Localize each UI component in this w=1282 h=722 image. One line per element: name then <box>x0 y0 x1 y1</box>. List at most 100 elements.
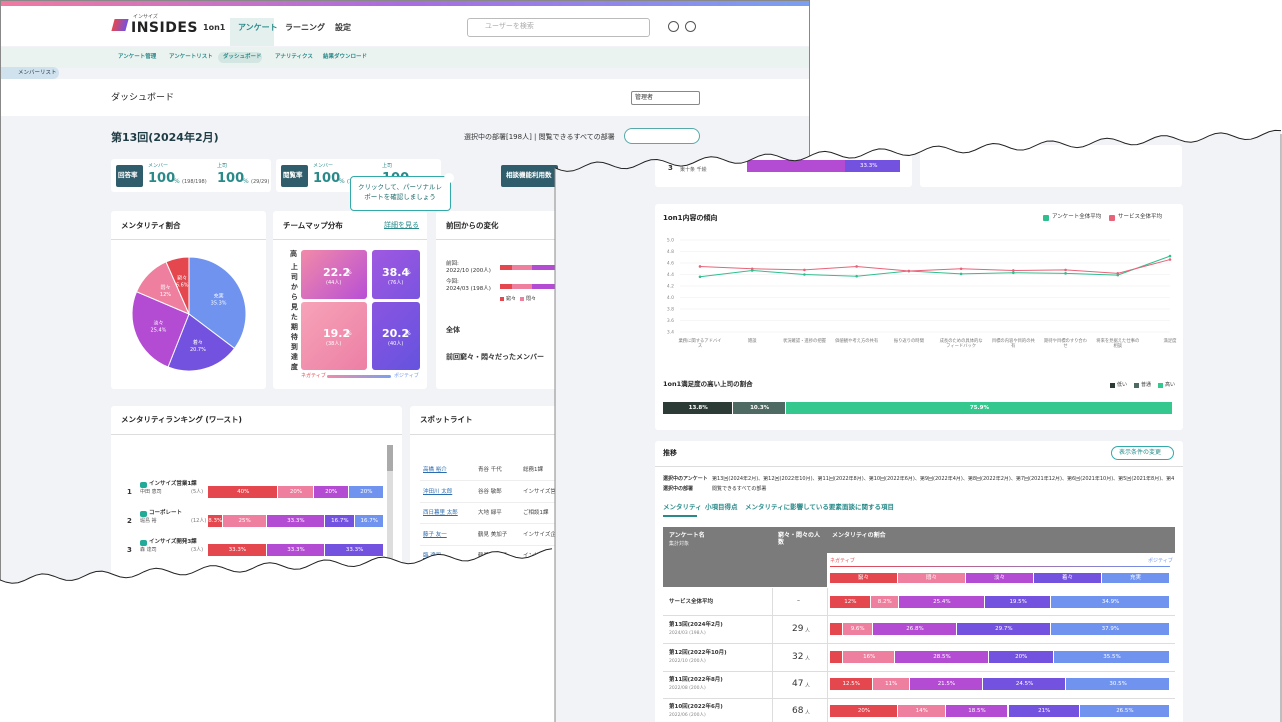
cell-unit: % <box>405 268 411 276</box>
cell-value: 20.2 <box>382 327 410 340</box>
x-tick-label: 業務に関するアドバイス <box>678 339 722 350</box>
change-bar <box>512 265 532 270</box>
dept-icon <box>140 540 147 546</box>
teammap-cell <box>301 302 367 370</box>
legend-label: 高い <box>1165 382 1176 388</box>
trend-point <box>855 275 858 278</box>
spotlight-cell[interactable]: 高橋 裕介 <box>423 467 447 473</box>
bar-segment <box>355 515 384 527</box>
spotlight-cell: インサイズ企画 <box>523 531 562 538</box>
tooltip-close[interactable] <box>444 173 454 183</box>
row-name: 第11回(2022年8月) <box>669 677 723 683</box>
trend-point <box>699 265 702 268</box>
row-count: 29 <box>792 624 804 634</box>
col-divider <box>772 697 773 722</box>
card-divider <box>410 434 660 435</box>
cell-unit: % <box>346 268 352 276</box>
tab[interactable]: 小項目得点 <box>705 503 738 511</box>
spotlight-cell[interactable]: 沖田川 太郎 <box>423 488 453 495</box>
axis-high: 高 <box>290 250 297 258</box>
spotlight-cell[interactable]: 西日暮里 太郎 <box>423 510 458 516</box>
subnav-item[interactable]: アナリティクス <box>275 54 313 60</box>
search-box[interactable] <box>467 18 650 37</box>
y-tick-label: 4.4 <box>667 272 674 278</box>
ratio-label: 28.5% <box>933 654 951 660</box>
ratio-label: 20% <box>857 708 871 714</box>
row-unit: 人 <box>805 683 811 689</box>
teammap-cell <box>372 250 420 299</box>
tab[interactable]: 面談に関する項目 <box>842 503 894 511</box>
spotlight-cell: 総務1課 <box>523 467 543 473</box>
polarity-line <box>830 566 1170 567</box>
x-tick-label: 振り返りの時間 <box>893 339 924 344</box>
logo-sub: インサイズ <box>133 14 158 20</box>
negative: ネガティブ <box>830 558 855 564</box>
trend-point <box>1064 272 1067 275</box>
nav-active <box>230 18 274 46</box>
category-label: 充実 <box>1129 575 1141 581</box>
segment-label: 20% <box>325 489 338 495</box>
legend-swatch <box>1134 383 1139 388</box>
x-tick-label: 状況確認・進捗の把握 <box>782 339 826 344</box>
nav-item[interactable]: ラーニング <box>285 23 325 32</box>
rank: 1 <box>127 488 132 496</box>
subnav-item[interactable]: 結果ダウンロード <box>323 54 368 60</box>
tab[interactable]: メンタリティに影響している要素 <box>745 503 842 511</box>
legend-label: 悶々 <box>526 296 537 302</box>
kpi-value: 100 <box>217 171 245 186</box>
tab[interactable]: メンタリティ <box>663 503 702 511</box>
change-bar <box>500 284 512 289</box>
person: 森 達司 <box>140 547 157 553</box>
role-select[interactable] <box>631 91 700 105</box>
ratio-label: 11% <box>885 681 898 687</box>
mentality-title: メンタリティ割合 <box>121 221 181 230</box>
axis-title: 上司から見た期待到達度 <box>290 263 299 373</box>
slice-name: 充実 <box>214 292 224 299</box>
nav-item[interactable]: 設定 <box>335 23 351 32</box>
ratio-label: 30.5% <box>1109 681 1127 687</box>
col-divider <box>827 615 828 643</box>
top-gradient <box>1 1 810 6</box>
view-button[interactable] <box>624 128 700 144</box>
bar-segment <box>314 486 349 498</box>
prev-date: 2022/10 (200人) <box>446 268 491 274</box>
transition-title: 推移 <box>663 449 677 457</box>
row-name: サービス全体平均 <box>669 598 714 605</box>
change-title: 前回からの変化 <box>446 221 499 230</box>
subnav-item[interactable]: ダッシュボード <box>223 54 262 60</box>
x-tick-label: 期待や目標のすり合わせ <box>1044 339 1088 350</box>
spotlight-cell[interactable]: 臨 達司 <box>423 553 442 559</box>
member-list-pill[interactable] <box>1 67 59 79</box>
spotlight-cell[interactable]: 藤子 友一 <box>423 531 447 538</box>
members: 前回窮々・悶々だったメンバー <box>446 353 544 361</box>
spotlight-cell: インサイズ営業 <box>523 488 562 495</box>
legend-label: 窮々 <box>506 296 517 302</box>
col-divider <box>772 670 773 698</box>
cell-value: 38.4 <box>382 265 410 279</box>
nav-item[interactable]: アンケート <box>238 23 278 32</box>
segment-label: 33.3% <box>287 518 305 524</box>
positive: ポジティブ <box>394 373 419 379</box>
member-list: メンバーリスト <box>18 70 57 76</box>
teammap-link[interactable]: 詳細を見る <box>384 221 419 229</box>
category-label: 淡々 <box>993 575 1005 581</box>
subnav-item[interactable]: アンケートリスト <box>169 54 213 60</box>
trend-line <box>700 260 1170 274</box>
nav-item[interactable]: 1on1 <box>203 23 226 32</box>
ratio-label: 25.4% <box>933 598 951 605</box>
spotlight-cell: 谷谷 敏郎 <box>478 488 502 495</box>
round-title: 第13回(2024年2月) <box>111 131 219 144</box>
segment-label: 33.3% <box>345 547 364 553</box>
person: 中田 恵司 <box>140 489 162 495</box>
cell-unit: % <box>346 330 352 337</box>
slice-name: 淡々 <box>153 320 163 327</box>
count: (5人) <box>191 489 204 495</box>
row-divider <box>663 698 1175 699</box>
person: 堀島 裕 <box>140 518 157 524</box>
kpi-unit: % <box>174 178 180 185</box>
subnav-item[interactable]: アンケート管理 <box>118 54 157 60</box>
spotlight-cell: 鶴見 美加子 <box>478 553 508 559</box>
consult-label: 相談機能利用数 <box>506 171 552 179</box>
legend-swatch <box>1158 383 1163 388</box>
header-sub: 集計対象 <box>669 541 690 547</box>
